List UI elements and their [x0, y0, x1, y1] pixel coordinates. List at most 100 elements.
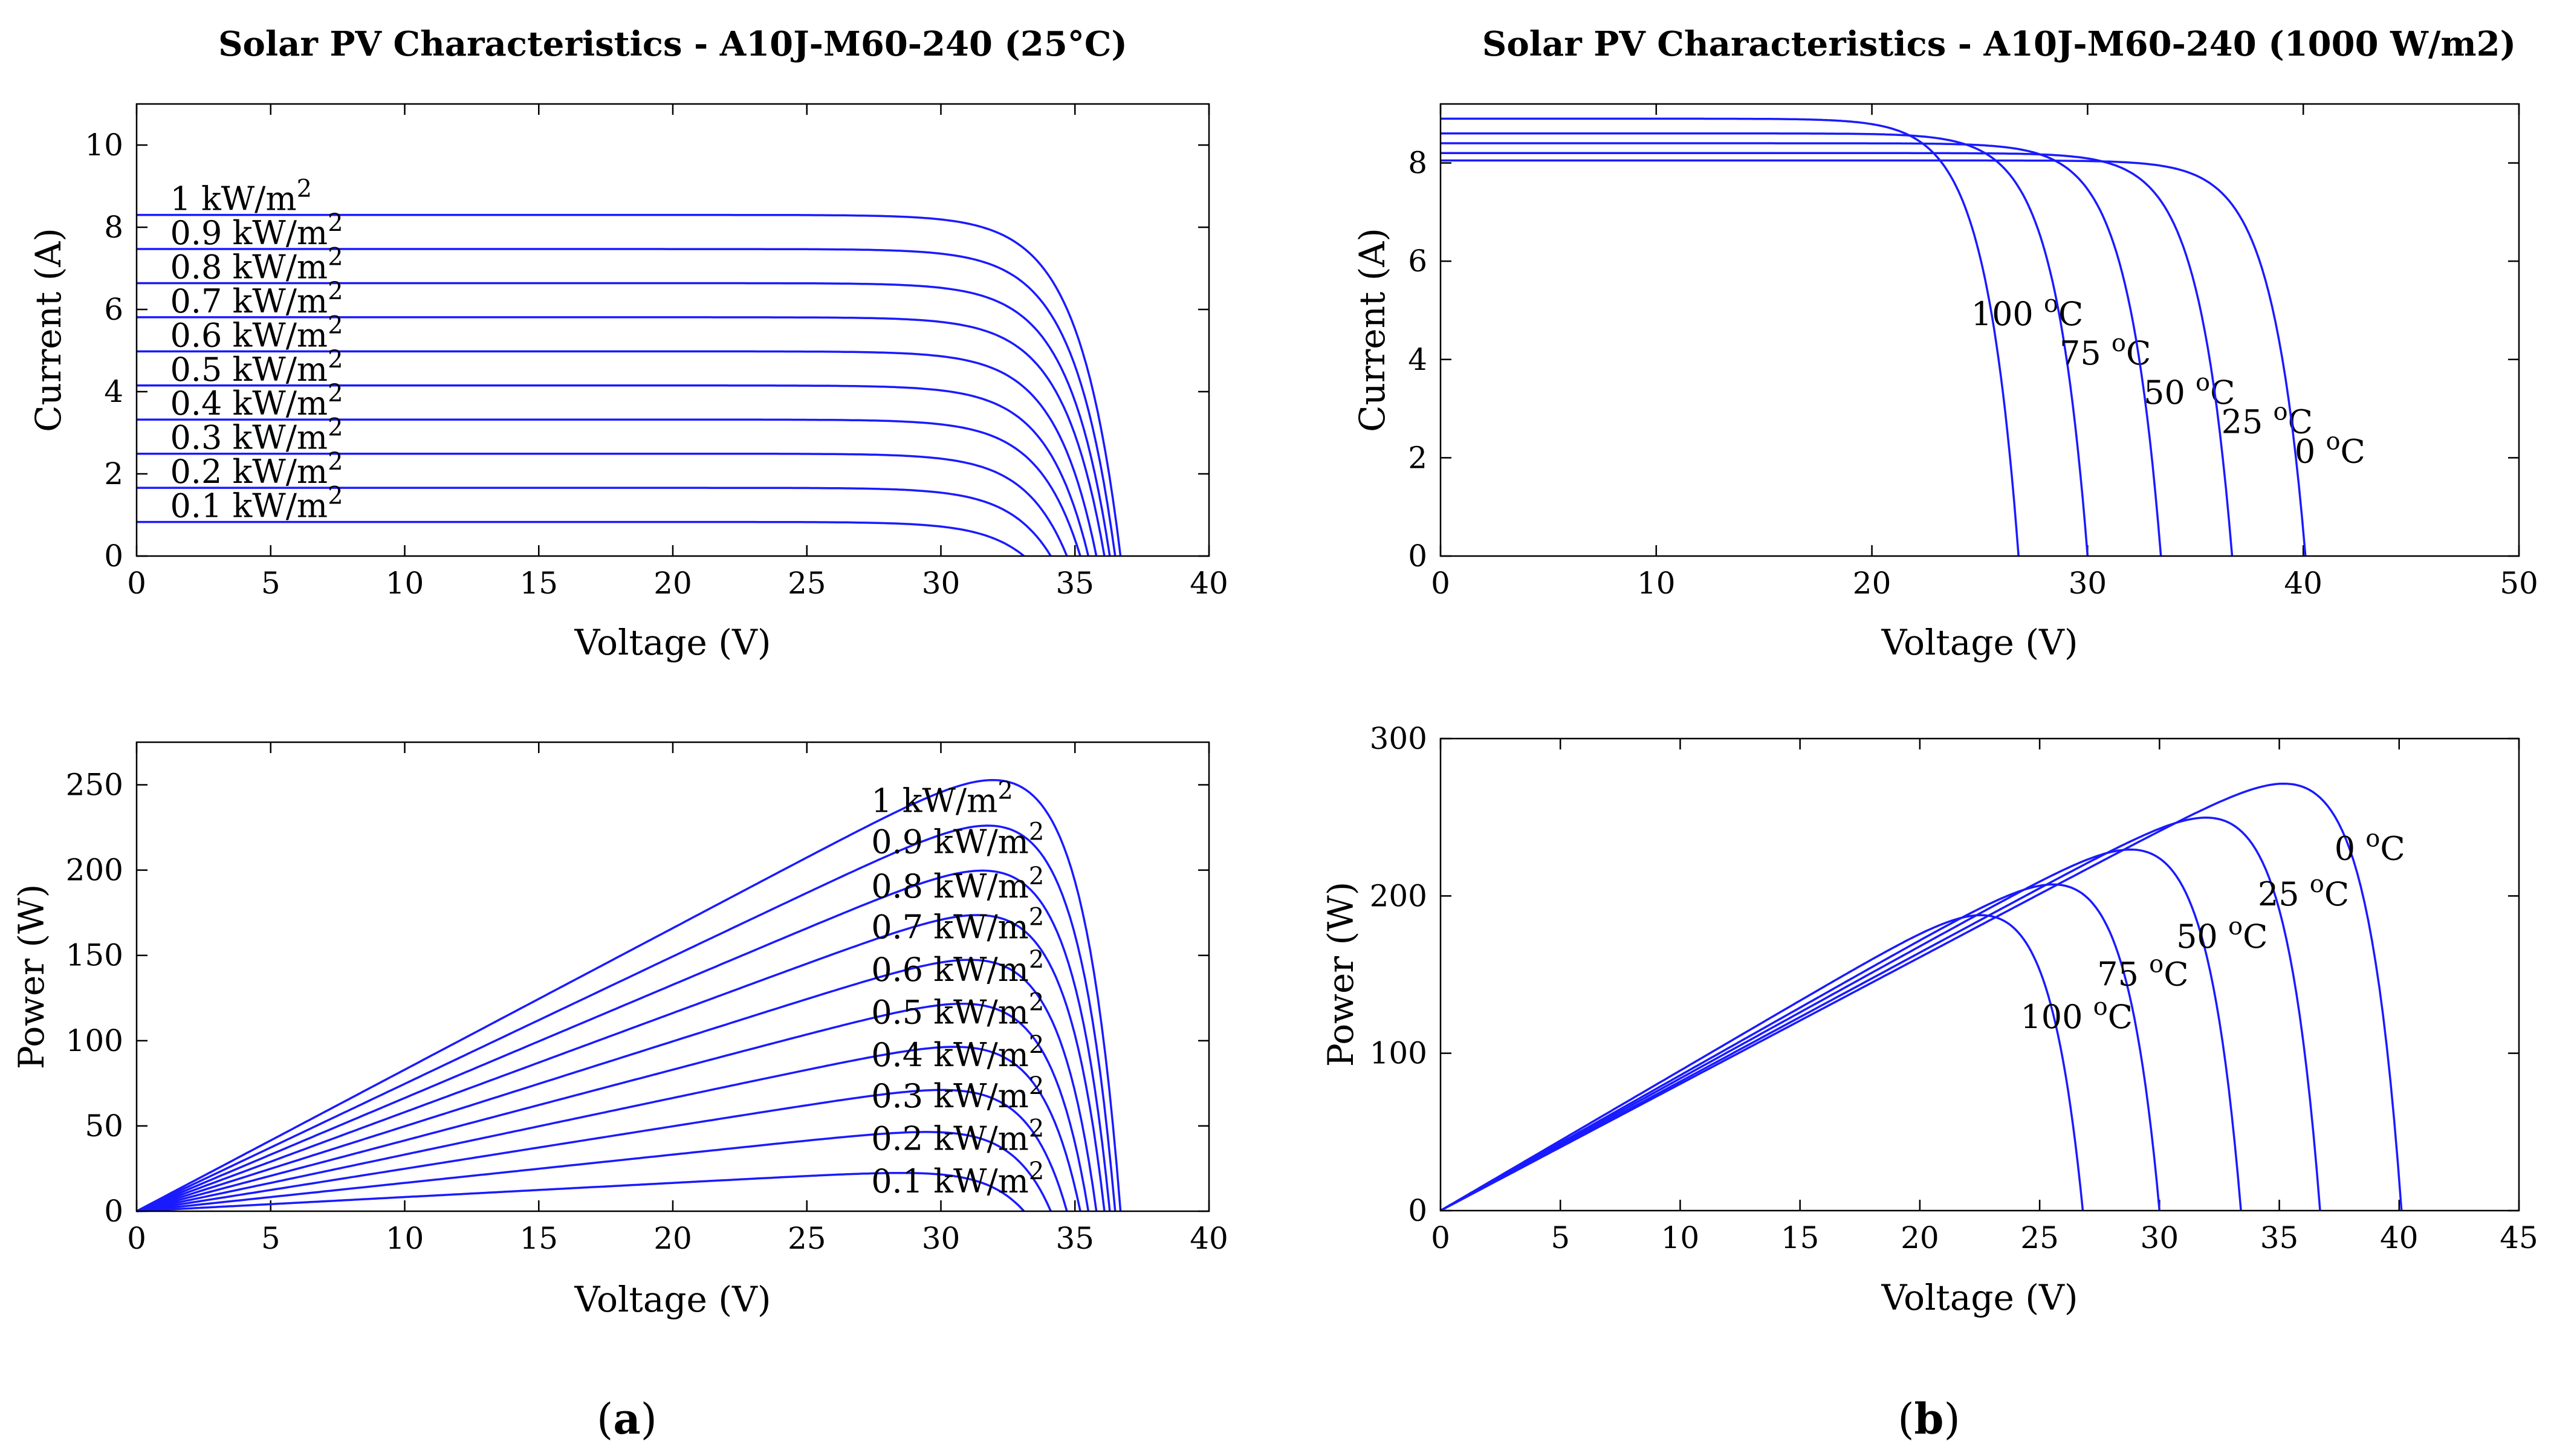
- panel-label-a: (a): [597, 1394, 657, 1444]
- series-line-2: [1441, 142, 2162, 557]
- series-line-9: [136, 1171, 1025, 1212]
- y-tick-label: 100: [66, 1023, 123, 1058]
- series-line-1: [136, 824, 1117, 1212]
- x-tick-label: 40: [1190, 566, 1228, 601]
- series-label: 0 oC: [2335, 824, 2405, 867]
- series-label-sup: o: [2274, 398, 2288, 426]
- series-label: 50 oC: [2176, 913, 2267, 956]
- series-label-text: 0.1 kW/m: [170, 487, 328, 525]
- series-label: 0.7 kW/m2: [170, 277, 343, 320]
- x-tick-label: 15: [1781, 1220, 1820, 1255]
- x-tick-label: 5: [261, 1221, 280, 1256]
- series-label-text: 100: [2020, 998, 2093, 1036]
- x-axis-label: Voltage (V): [1881, 622, 2078, 663]
- series-label: 0.1 kW/m2: [871, 1157, 1044, 1200]
- y-tick-label: 250: [66, 768, 123, 803]
- series-label-sup: o: [2326, 428, 2340, 456]
- series-label-text: 0.3 kW/m: [170, 419, 328, 457]
- series-label-text: 0.7 kW/m: [170, 282, 328, 320]
- series-label: 100 oC: [1971, 290, 2084, 333]
- series-line-4: [137, 350, 1098, 557]
- x-tick-label: 35: [2260, 1220, 2299, 1255]
- series-line-8: [136, 1131, 1052, 1212]
- series-label-sup: o: [2149, 951, 2164, 979]
- x-tick-label: 30: [922, 1221, 961, 1256]
- series-label-sup: 2: [1029, 946, 1044, 974]
- series-line-3: [136, 914, 1106, 1212]
- x-tick-label: 5: [1551, 1220, 1570, 1255]
- y-tick-label: 50: [85, 1108, 123, 1144]
- series-line-0: [136, 778, 1122, 1212]
- series-line-1: [137, 248, 1117, 557]
- series-label-sup: 2: [328, 277, 343, 305]
- series-label: 0.6 kW/m2: [871, 946, 1044, 989]
- series-label: 25 oC: [2258, 870, 2349, 913]
- series-label-sup: 2: [1029, 1072, 1044, 1100]
- series-label-text: 0: [2295, 433, 2326, 471]
- x-tick-label: 10: [386, 566, 424, 601]
- plot-frame: [135, 741, 1210, 1212]
- series-label-sup: 2: [328, 346, 343, 374]
- x-tick-label: 0: [127, 566, 146, 601]
- x-tick-label: 45: [2500, 1220, 2538, 1255]
- y-tick-label: 0: [104, 1194, 123, 1229]
- series-label-sup: o: [2228, 913, 2243, 940]
- series-label-text: 0.9 kW/m: [871, 823, 1029, 861]
- series-line-1: [1440, 883, 2161, 1212]
- series-label: 25 oC: [2222, 398, 2313, 441]
- x-tick-label: 25: [788, 1221, 826, 1256]
- y-tick-label: 4: [104, 374, 123, 409]
- y-tick-label: 6: [1408, 244, 1427, 279]
- series-line-4: [1440, 782, 2403, 1212]
- series-label-sup: 2: [1029, 1115, 1044, 1142]
- series-label-text: 0: [2335, 829, 2366, 867]
- x-tick-label: 40: [1190, 1221, 1228, 1256]
- series-label-sup: 2: [328, 243, 343, 271]
- series-line-2: [136, 869, 1111, 1212]
- series-label-text: 50: [2144, 374, 2196, 412]
- series-line-6: [137, 418, 1081, 557]
- series-label-suffix: C: [2164, 956, 2188, 994]
- x-tick-label: 0: [127, 1221, 146, 1256]
- x-tick-label: 25: [2020, 1220, 2059, 1255]
- series-label-sup: o: [2310, 870, 2324, 898]
- chart-iv-irradiance: Solar PV Characteristics - A10J-M60-240 …: [28, 24, 1228, 663]
- plot-frame: [1439, 103, 2520, 557]
- series-label-sup: 2: [1029, 904, 1044, 931]
- x-tick-label: 50: [2500, 566, 2538, 601]
- series-line-3: [1440, 817, 2321, 1212]
- series-label-suffix: C: [2380, 829, 2405, 867]
- series-label-text: 25: [2258, 875, 2310, 913]
- x-axis-label: Voltage (V): [574, 622, 771, 663]
- x-tick-label: 20: [653, 1221, 692, 1256]
- series-line-5: [137, 384, 1090, 557]
- series-label: 0.1 kW/m2: [170, 482, 343, 525]
- series-label-text: 75: [2097, 956, 2149, 994]
- series-label: 75 oC: [2097, 951, 2188, 994]
- x-tick-label: 0: [1431, 1220, 1450, 1255]
- series-line-2: [137, 282, 1111, 557]
- x-tick-label: 20: [1853, 566, 1891, 601]
- series-label-text: 0.1 kW/m: [871, 1162, 1029, 1200]
- series-label-text: 50: [2176, 917, 2228, 956]
- series-label-text: 0.9 kW/m: [170, 214, 328, 252]
- series-label: 0.3 kW/m2: [871, 1072, 1044, 1115]
- series-label: 0.5 kW/m2: [871, 989, 1044, 1032]
- y-tick-label: 8: [104, 210, 123, 245]
- x-tick-label: 10: [386, 1221, 424, 1256]
- x-tick-label: 10: [1637, 566, 1676, 601]
- series-line-9: [137, 520, 1025, 557]
- x-tick-label: 25: [788, 566, 826, 601]
- series-label-sup: 2: [1029, 1157, 1044, 1185]
- y-axis-label: Current (A): [28, 228, 69, 432]
- x-tick-label: 10: [1661, 1220, 1700, 1255]
- series-label: 75 oC: [2060, 329, 2151, 372]
- y-tick-label: 200: [1370, 878, 1427, 913]
- panel-letter-a: a: [613, 1394, 640, 1444]
- series-label-sup: o: [2196, 369, 2210, 396]
- x-tick-label: 30: [922, 566, 961, 601]
- series-label-text: 0.5 kW/m: [170, 351, 328, 389]
- series-line-6: [136, 1046, 1081, 1212]
- series-label: 0.2 kW/m2: [170, 448, 343, 491]
- series-label-text: 1 kW/m: [871, 782, 997, 820]
